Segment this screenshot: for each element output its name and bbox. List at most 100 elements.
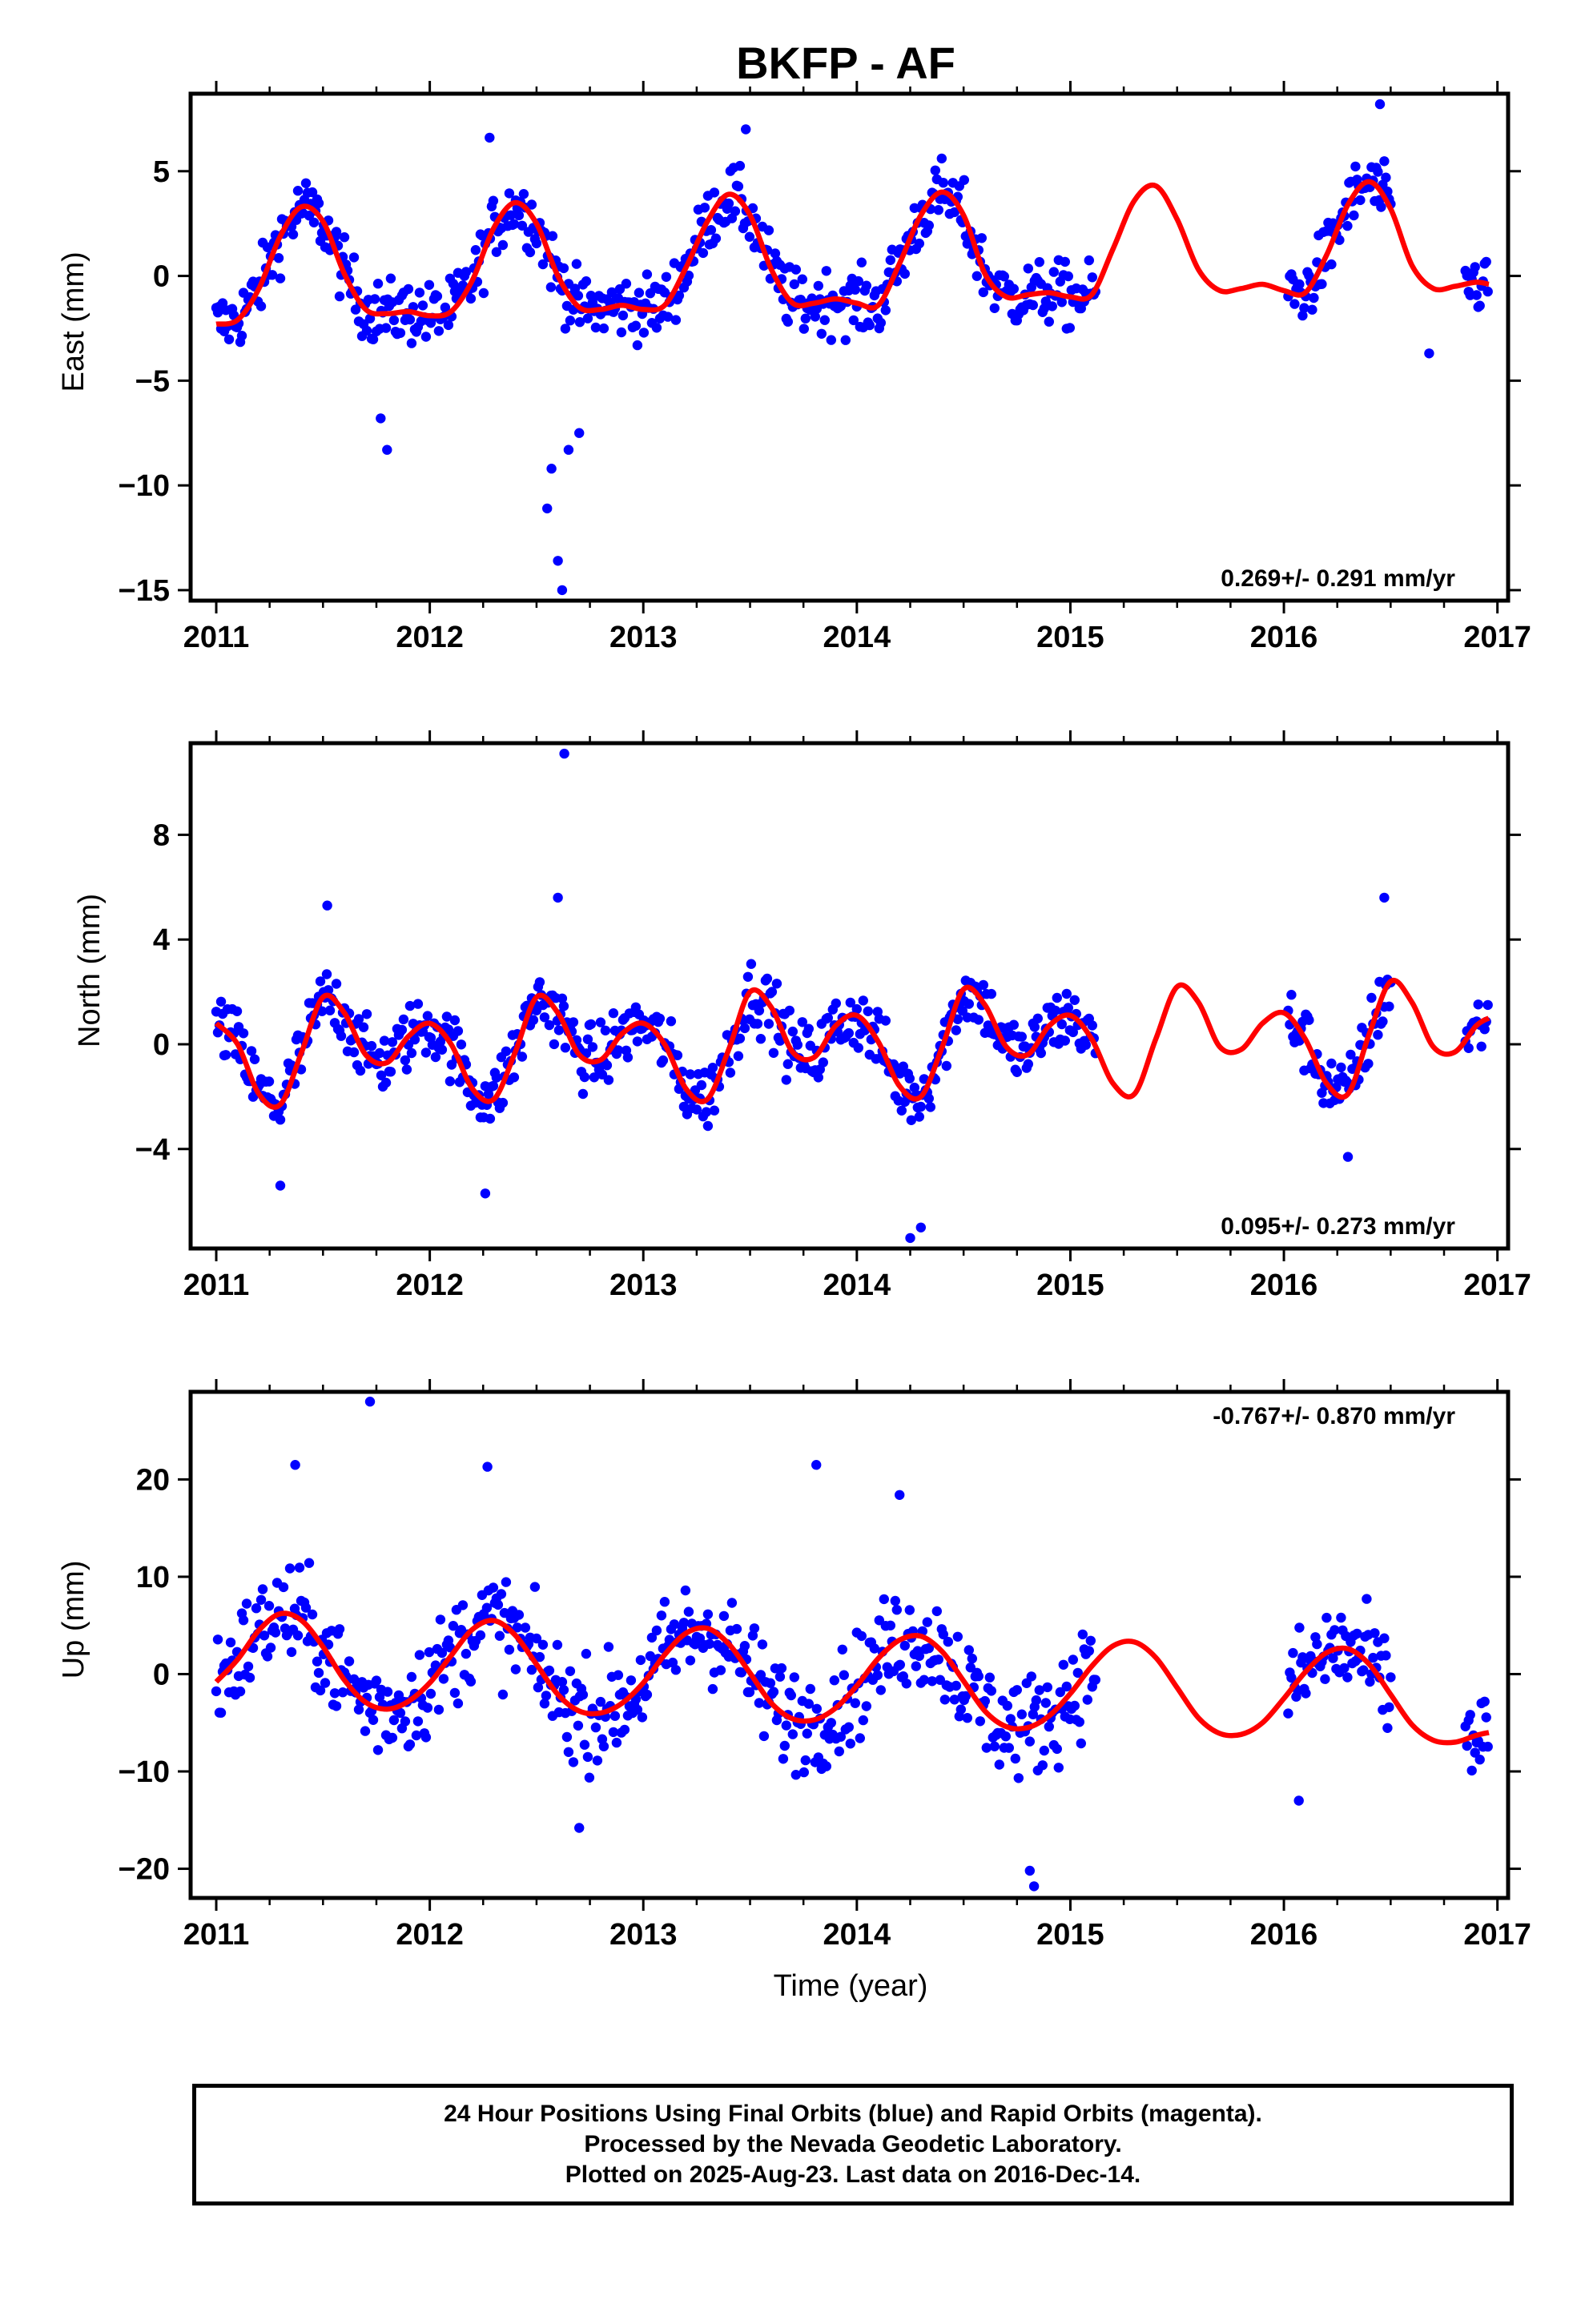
data-point [800,313,811,324]
data-point [981,1743,992,1753]
data-point [1064,323,1076,333]
data-point [1476,1041,1486,1052]
north-panel: 2011 2012 2013 2014 2015 2016 2017 8 4 0 −4 North (… [73,730,1531,1302]
data-point [601,1060,613,1071]
data-point [651,323,662,333]
data-point [911,1661,922,1671]
data-point [465,1676,477,1687]
data-point [776,1663,787,1674]
data-point [1063,271,1074,282]
data-point [547,231,558,241]
data-point [496,1589,507,1599]
data-point [973,1015,984,1025]
y-tick-label: 8 [153,818,170,852]
data-point [382,1687,393,1697]
data-point [380,323,392,333]
data-point [952,1631,963,1642]
data-point [288,229,299,239]
data-point [395,1707,406,1719]
data-point [774,1035,786,1046]
data-point [1058,1659,1069,1670]
data-point [1090,1675,1101,1685]
data-point [449,1015,461,1026]
data-point [348,1047,360,1058]
data-point [361,1009,372,1019]
data-point [579,1072,590,1083]
data-point [904,1073,915,1084]
data-point [829,1675,840,1686]
data-point [1036,1047,1047,1059]
data-point [880,1015,891,1026]
data-point [430,1051,441,1063]
data-point [573,291,584,301]
data-point [923,1093,935,1104]
y-tick-label: −10 [119,1755,170,1789]
data-point [923,1642,935,1654]
data-point [526,199,537,210]
data-point [1288,1647,1298,1659]
data-point [1370,1628,1380,1638]
data-point [1050,1005,1061,1016]
data-point [581,276,592,287]
data-point [752,1019,763,1029]
east-points [211,99,1493,596]
data-point [1336,1612,1346,1623]
data-point [755,1670,766,1680]
data-point [1465,1710,1475,1720]
outlier-point [480,1188,491,1199]
data-point [600,1025,611,1036]
data-point [1299,303,1309,313]
data-point [304,1558,315,1568]
data-point [906,1115,917,1126]
data-point [1068,1027,1079,1038]
data-point [497,1689,509,1700]
data-point [973,1671,984,1682]
data-point [1004,1743,1015,1753]
data-point [387,1732,398,1743]
data-point [558,1685,569,1695]
y-tick-label: 0 [153,1658,170,1691]
outlier-point [553,556,563,566]
data-point [744,231,755,242]
data-point [723,198,734,209]
data-point [358,1022,369,1032]
data-point [955,1704,967,1715]
data-point [779,1740,790,1751]
data-point [1028,1709,1039,1719]
data-point [312,1656,323,1667]
data-point [414,1650,425,1660]
data-point [989,1741,1000,1751]
data-point [236,331,247,341]
up-points [211,1397,1493,1892]
data-point [372,1745,384,1755]
data-point [449,1687,461,1699]
data-point [412,1716,424,1727]
data-point [1056,297,1068,308]
data-point [582,313,593,324]
data-point [263,1076,275,1087]
data-point [348,252,360,263]
north-y-axis-label: North (mm) [73,894,107,1047]
outlier-point [485,132,495,143]
data-point [805,1683,815,1695]
data-point [371,1675,382,1686]
data-point [1482,999,1493,1011]
data-point [1317,279,1327,289]
data-point [914,1112,925,1122]
data-point [526,1664,537,1675]
data-point [683,270,694,281]
data-point [284,1563,296,1574]
data-point [1368,1652,1378,1663]
data-point [1053,1763,1064,1773]
data-point [259,1630,270,1641]
data-point [545,282,557,292]
data-point [725,1068,736,1078]
data-point [518,189,529,199]
data-point [461,267,472,277]
y-tick-label: 4 [153,923,170,957]
data-point [585,1019,597,1030]
data-point [497,239,509,251]
data-point [848,315,859,326]
data-point [1040,1698,1052,1708]
data-point [1012,1685,1023,1695]
